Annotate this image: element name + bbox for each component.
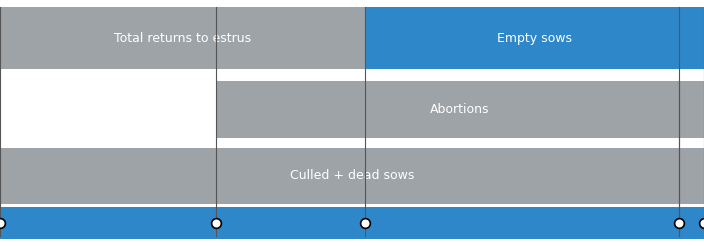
Text: Total returns to estrus: Total returns to estrus (114, 32, 251, 45)
Text: Culled + dead sows: Culled + dead sows (290, 169, 414, 182)
FancyBboxPatch shape (0, 148, 704, 204)
FancyBboxPatch shape (0, 207, 704, 239)
Text: Abortions: Abortions (430, 103, 490, 116)
FancyBboxPatch shape (0, 7, 365, 69)
FancyBboxPatch shape (365, 7, 704, 69)
Text: Empty sows: Empty sows (497, 32, 572, 45)
FancyBboxPatch shape (216, 81, 704, 138)
